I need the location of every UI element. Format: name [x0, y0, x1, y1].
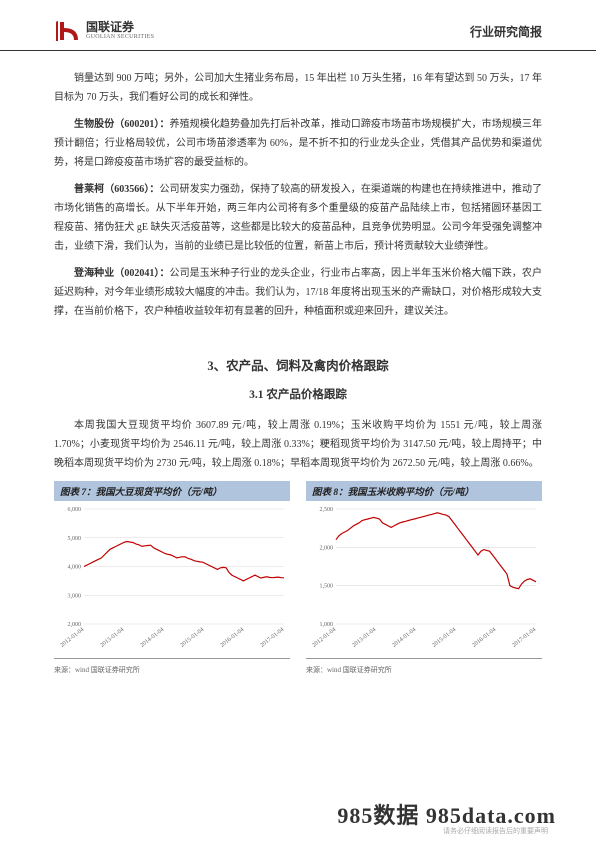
svg-text:2015-01-04: 2015-01-04 — [431, 627, 457, 649]
paragraph-text: 销量达到 900 万吨；另外，公司加大生猪业务布局，15 年出栏 10 万头生猪… — [54, 73, 542, 103]
logo-text-cn: 国联证券 — [86, 21, 154, 34]
svg-text:2013-01-04: 2013-01-04 — [99, 627, 125, 649]
chart-panel-7: 图表 7：我国大豆现货平均价（元/吨） 2,000 3,000 4,000 5,000… — [54, 481, 290, 675]
svg-text:4,000: 4,000 — [68, 565, 82, 571]
paragraph-lead: 登海种业（002041）： — [74, 268, 170, 279]
chart-svg-8: 1,000 1,500 2,000 2,500 2012-01-04 2013-01-04… — [306, 501, 542, 656]
svg-text:6,000: 6,000 — [68, 507, 82, 513]
paragraph: 普莱柯（603566）：公司研发实力强劲，保持了较高的研发投入，在渠道端的构建也… — [54, 180, 542, 256]
chart-source-8: 来源：wind 国联证券研究所 — [306, 658, 542, 675]
chart-svg-7: 2,000 3,000 4,000 5,000 6,000 2012-01-04 2013-… — [54, 501, 290, 656]
summary-paragraph: 本周我国大豆现货平均价 3607.89 元/吨，较上周涨 0.19%；玉米收购平… — [54, 416, 542, 473]
disclaimer-text: 请务必仔细阅读报告后的重要声明 — [443, 826, 548, 836]
svg-text:3,000: 3,000 — [68, 593, 82, 599]
svg-text:2013-01-04: 2013-01-04 — [351, 627, 377, 649]
paragraph-lead: 生物股份（600201）： — [74, 119, 170, 130]
content-body: 销量达到 900 万吨；另外，公司加大生猪业务布局，15 年出栏 10 万头生猪… — [0, 69, 596, 675]
chart-panel-8: 图表 8：我国玉米收购平均价（元/吨） 1,000 1,500 2,000 2,500… — [306, 481, 542, 675]
charts-row: 图表 7：我国大豆现货平均价（元/吨） 2,000 3,000 4,000 5,000… — [54, 481, 542, 675]
svg-text:2015-01-04: 2015-01-04 — [179, 627, 205, 649]
chart-title-8: 图表 8：我国玉米收购平均价（元/吨） — [306, 481, 542, 501]
svg-text:1,000: 1,000 — [320, 622, 334, 628]
svg-text:2,000: 2,000 — [68, 622, 82, 628]
chart-title-7: 图表 7：我国大豆现货平均价（元/吨） — [54, 481, 290, 501]
paragraph: 登海种业（002041）：公司是玉米种子行业的龙头企业，行业市占率高，因上半年玉… — [54, 264, 542, 321]
svg-text:2012-01-04: 2012-01-04 — [59, 627, 85, 649]
svg-text:2014-01-04: 2014-01-04 — [391, 627, 417, 649]
svg-text:2014-01-04: 2014-01-04 — [139, 627, 165, 649]
paragraph: 生物股份（600201）：养殖规模化趋势叠加先打后补改革，推动口蹄疫市场苗市场规… — [54, 115, 542, 172]
chart-source-7: 来源：wind 国联证券研究所 — [54, 658, 290, 675]
svg-text:2,500: 2,500 — [320, 507, 334, 513]
svg-text:2017-01-04: 2017-01-04 — [511, 627, 537, 649]
svg-text:1,500: 1,500 — [320, 584, 334, 590]
paragraph: 销量达到 900 万吨；另外，公司加大生猪业务布局，15 年出栏 10 万头生猪… — [54, 69, 542, 107]
svg-text:2012-01-04: 2012-01-04 — [311, 627, 337, 649]
report-type: 行业研究简报 — [470, 23, 542, 40]
svg-text:2,000: 2,000 — [320, 545, 334, 551]
svg-text:2016-01-04: 2016-01-04 — [219, 627, 245, 649]
svg-text:5,000: 5,000 — [68, 536, 82, 542]
page-header: 国联证券 GUOLIAN SECURITIES 行业研究简报 — [0, 0, 596, 51]
paragraph-lead: 普莱柯（603566）： — [74, 184, 159, 195]
svg-text:2017-01-04: 2017-01-04 — [259, 627, 285, 649]
logo-icon — [54, 18, 80, 44]
company-logo: 国联证券 GUOLIAN SECURITIES — [54, 18, 154, 44]
subsection-title: 3.1 农产品价格跟踪 — [54, 386, 542, 402]
section-title: 3、农产品、饲料及禽肉价格跟踪 — [54, 355, 542, 374]
logo-text-en: GUOLIAN SECURITIES — [86, 34, 154, 41]
svg-text:2016-01-04: 2016-01-04 — [471, 627, 497, 649]
